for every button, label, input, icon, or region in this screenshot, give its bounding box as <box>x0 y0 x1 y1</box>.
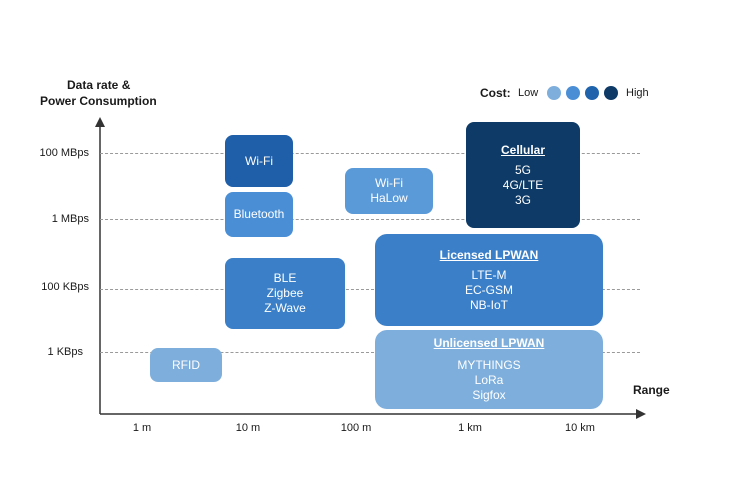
zigbee-label: Zigbee <box>266 286 304 300</box>
unlicensed-lpwan-box: Unlicensed LPWAN MYTHINGS LoRa Sigfox <box>375 330 603 409</box>
x-axis-title: Range <box>633 383 670 397</box>
unlicensed-item-sigfox: Sigfox <box>472 388 506 402</box>
bluetooth-label: Bluetooth <box>233 207 285 221</box>
y-axis-arrow <box>95 117 105 127</box>
licensed-lpwan-box: Licensed LPWAN LTE-M EC-GSM NB-IoT <box>375 234 603 326</box>
y-tick-100mbps: 100 MBps <box>39 147 89 159</box>
x-tick-100m: 100 m <box>340 422 372 434</box>
cost-dot-2 <box>566 86 580 100</box>
licensed-item-nbiot: NB-IoT <box>469 297 508 312</box>
y-axis-title-line2: Power Consumption <box>40 94 157 108</box>
y-axis-title: Data rate & Power Consumption <box>40 77 180 109</box>
unlicensed-lpwan-header: Unlicensed LPWAN <box>433 336 545 350</box>
unlicensed-item-lora: LoRa <box>474 373 504 387</box>
gridline-1mbps <box>100 219 640 220</box>
cost-dot-3 <box>585 86 599 100</box>
ble-zigbee-zwave-box: BLE Zigbee Z-Wave <box>225 258 345 329</box>
cellular-item-5g: 5G <box>514 162 531 177</box>
cost-legend-high: High <box>626 87 649 99</box>
gridline-100mbps <box>100 153 640 154</box>
cellular-header: Cellular <box>500 142 545 157</box>
zwave-label: Z-Wave <box>264 301 306 315</box>
cost-legend: Cost: Low High <box>480 84 680 104</box>
cost-dot-1 <box>547 86 561 100</box>
licensed-lpwan-header: Licensed LPWAN <box>439 247 539 262</box>
y-tick-1kbps: 1 KBps <box>47 346 83 358</box>
rfid-label: RFID <box>172 357 200 372</box>
cost-legend-title: Cost: <box>480 86 511 100</box>
cost-legend-low: Low <box>518 87 539 99</box>
x-tick-10km: 10 km <box>565 422 595 434</box>
y-tick-1mbps: 1 MBps <box>51 213 89 225</box>
unlicensed-item-mythings: MYTHINGS <box>457 358 521 372</box>
y-tick-100kbps: 100 KBps <box>41 281 89 293</box>
x-tick-1m: 1 m <box>132 422 152 434</box>
licensed-item-ecgsm: EC-GSM <box>465 282 513 297</box>
y-axis-title-line1: Data rate & <box>67 78 131 92</box>
ble-label: BLE <box>273 271 297 285</box>
wifi-halow-box: Wi-Fi HaLow <box>345 168 433 214</box>
x-axis-arrow <box>636 409 646 419</box>
cellular-box: Cellular 5G 4G/LTE 3G <box>466 122 580 228</box>
cellular-item-4g: 4G/LTE <box>502 177 544 192</box>
rfid-box: RFID <box>150 348 222 382</box>
wifi-box: Wi-Fi <box>225 135 293 187</box>
x-tick-1km: 1 km <box>458 422 482 434</box>
wifi-halow-line1: Wi-Fi <box>375 176 403 190</box>
gridline-1kbps <box>100 352 640 353</box>
bluetooth-box: Bluetooth <box>225 192 293 237</box>
x-tick-10m: 10 m <box>235 422 261 434</box>
cost-dot-4 <box>604 86 618 100</box>
wifi-halow-line2: HaLow <box>370 191 408 205</box>
licensed-item-ltem: LTE-M <box>471 267 507 282</box>
cellular-item-3g: 3G <box>514 192 531 207</box>
wifi-label: Wi-Fi <box>245 153 273 168</box>
gridline-100kbps <box>100 289 640 290</box>
